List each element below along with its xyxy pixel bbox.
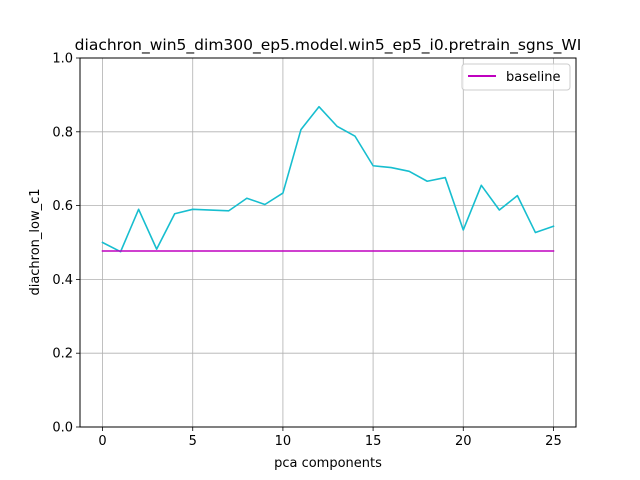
grid: [80, 57, 576, 428]
axis-ticks: 0 5 10 15 20 25 0.0 0.2 0.4 0.6 0.8 1.0: [52, 52, 561, 450]
x-tick-label: 20: [455, 434, 472, 449]
x-axis-label: pca components: [274, 456, 382, 471]
chart-title: diachron_win5_dim300_ep5.model.win5_ep5_…: [75, 36, 582, 55]
x-tick-label: 0: [98, 434, 106, 449]
x-tick-label: 15: [365, 434, 382, 449]
y-tick-label: 0.2: [52, 347, 73, 362]
y-tick-label: 0.0: [52, 421, 73, 436]
legend-label-baseline: baseline: [506, 70, 560, 85]
legend-box: [461, 63, 571, 91]
legend: baseline: [461, 63, 571, 91]
x-tick-label: 10: [275, 434, 292, 449]
y-tick-label: 1.0: [52, 52, 73, 67]
y-axis-label: diachron_low_c1: [28, 188, 43, 295]
y-tick-label: 0.4: [52, 273, 73, 288]
series-line-0: [101, 105, 555, 253]
x-tick-label: 5: [189, 434, 197, 449]
y-tick-label: 0.6: [52, 199, 73, 214]
y-tick-label: 0.8: [52, 125, 73, 140]
x-tick-label: 25: [545, 434, 562, 449]
plot-series: [101, 105, 555, 253]
plot-frame: [79, 57, 577, 428]
